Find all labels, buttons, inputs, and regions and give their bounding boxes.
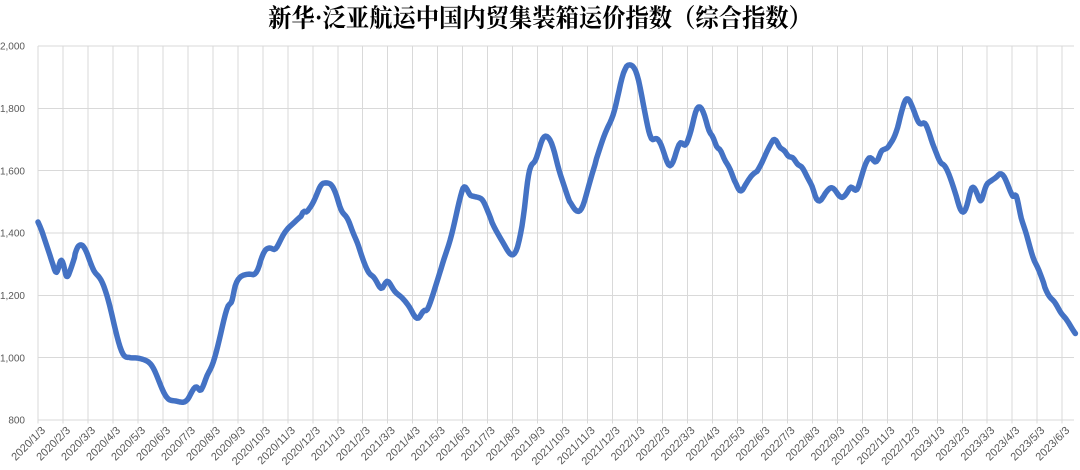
- svg-text:1,600: 1,600: [0, 166, 25, 177]
- svg-text:1,400: 1,400: [0, 229, 25, 240]
- svg-text:800: 800: [8, 416, 25, 427]
- svg-text:1,200: 1,200: [0, 291, 25, 302]
- svg-text:2,000: 2,000: [0, 42, 25, 53]
- svg-text:1,800: 1,800: [0, 104, 25, 115]
- svg-text:1,000: 1,000: [0, 353, 25, 364]
